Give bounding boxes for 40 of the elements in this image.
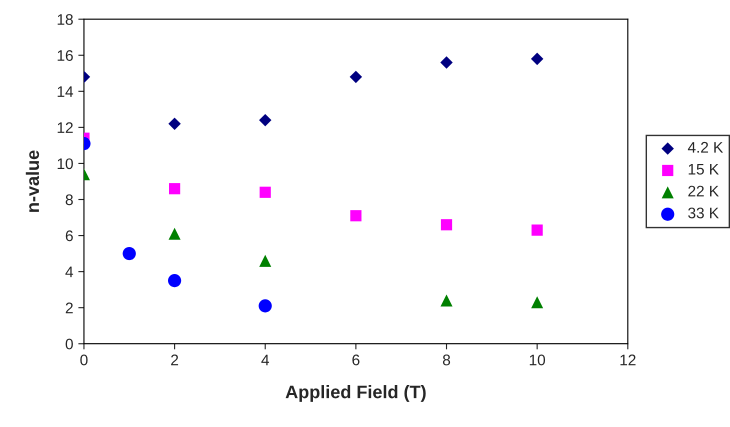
- legend-label: 15 K: [688, 164, 719, 175]
- y-tick-label: 4: [65, 266, 74, 278]
- point: [258, 299, 272, 312]
- y-tick-label: 14: [58, 86, 74, 97]
- x-axis-title: Applied Field (T): [286, 385, 426, 402]
- x-tick-label: 12: [620, 354, 636, 366]
- point: [168, 274, 182, 288]
- x-tick-label: 8: [442, 354, 450, 366]
- y-tick-label: 2: [66, 302, 73, 314]
- y-tick-label: 10: [58, 158, 73, 170]
- point: [532, 224, 543, 236]
- point: [350, 70, 362, 84]
- legend-label: 22 K: [688, 186, 719, 196]
- y-tick-label: 12: [58, 122, 73, 133]
- x-tick-label: 6: [352, 354, 360, 366]
- y-tick-label: 16: [58, 50, 73, 61]
- x-tick-label: 4: [261, 354, 270, 366]
- y-tick-label: 6: [66, 230, 73, 242]
- point: [531, 296, 544, 308]
- point: [168, 228, 181, 240]
- point: [168, 183, 180, 194]
- point: [530, 52, 544, 66]
- x-tick-label: 2: [171, 354, 178, 366]
- point: [440, 56, 453, 69]
- point: [259, 254, 272, 267]
- y-tick-label: 8: [66, 194, 73, 206]
- point: [168, 118, 181, 130]
- point: [440, 294, 453, 306]
- x-tick-label: 10: [530, 354, 546, 366]
- y-axis-title: n-value: [26, 150, 40, 212]
- point: [350, 210, 362, 222]
- legend-label: 33 K: [688, 208, 719, 218]
- y-tick-label: 18: [58, 14, 73, 25]
- point: [440, 219, 452, 230]
- point: [122, 247, 136, 260]
- point: [260, 186, 271, 198]
- legend-label: 4.2 K: [688, 142, 724, 153]
- y-tick-label: 0: [66, 338, 73, 350]
- point: [259, 114, 272, 126]
- x-tick-label: 0: [80, 354, 88, 366]
